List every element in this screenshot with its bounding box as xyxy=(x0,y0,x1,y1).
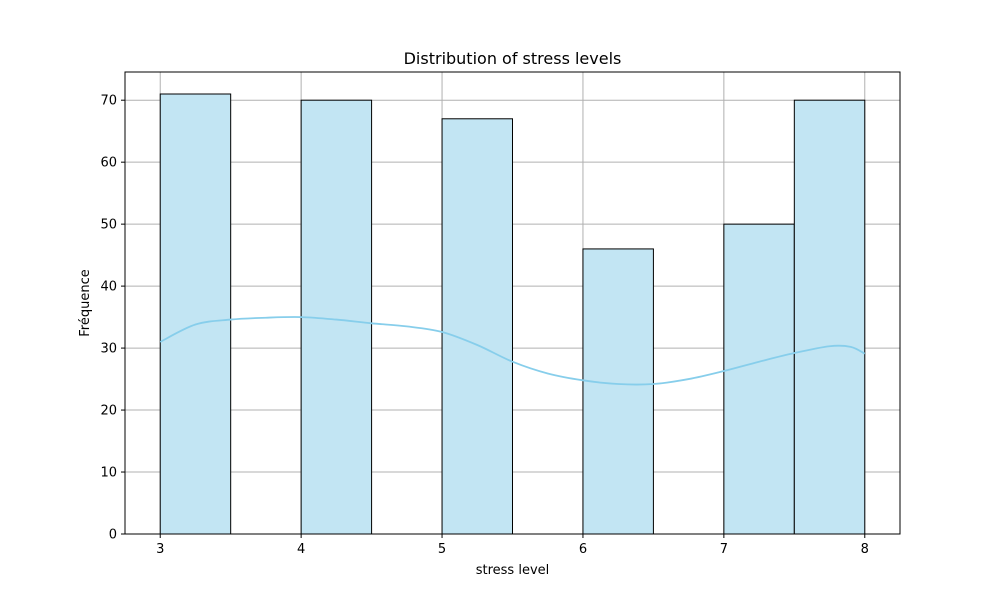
x-axis-ticks: 3 4 5 6 7 8 xyxy=(156,534,869,557)
histogram-bar xyxy=(159,93,232,535)
histogram-bars xyxy=(159,93,866,535)
x-tick-label: 7 xyxy=(720,542,728,557)
histogram-bar xyxy=(582,248,654,535)
x-tick-label: 5 xyxy=(438,542,446,557)
x-tick-label: 3 xyxy=(156,542,164,557)
x-tick-label: 4 xyxy=(297,542,305,557)
y-tick-label: 0 xyxy=(109,528,117,543)
y-axis-title: Fréquence xyxy=(78,269,93,336)
y-tick-label: 40 xyxy=(100,280,117,295)
chart-title: Distribution of stress levels xyxy=(404,49,622,68)
y-tick-label: 70 xyxy=(100,94,117,109)
histogram-bar xyxy=(441,118,513,535)
y-tick-label: 60 xyxy=(100,156,117,171)
x-tick-label: 6 xyxy=(579,542,587,557)
histogram-bar xyxy=(793,99,866,535)
kde-curve xyxy=(159,316,866,386)
histogram-bar xyxy=(723,223,795,535)
y-axis-ticks: 0 10 20 30 40 50 60 70 xyxy=(100,94,125,543)
y-tick-label: 10 xyxy=(100,466,117,481)
y-tick-label: 20 xyxy=(100,404,117,419)
plot-frame xyxy=(124,71,901,535)
y-tick-label: 30 xyxy=(100,342,117,357)
y-tick-label: 50 xyxy=(100,218,117,233)
kde-curve-layer xyxy=(159,316,866,386)
x-tick-label: 8 xyxy=(861,542,869,557)
x-axis-title: stress level xyxy=(476,563,550,578)
